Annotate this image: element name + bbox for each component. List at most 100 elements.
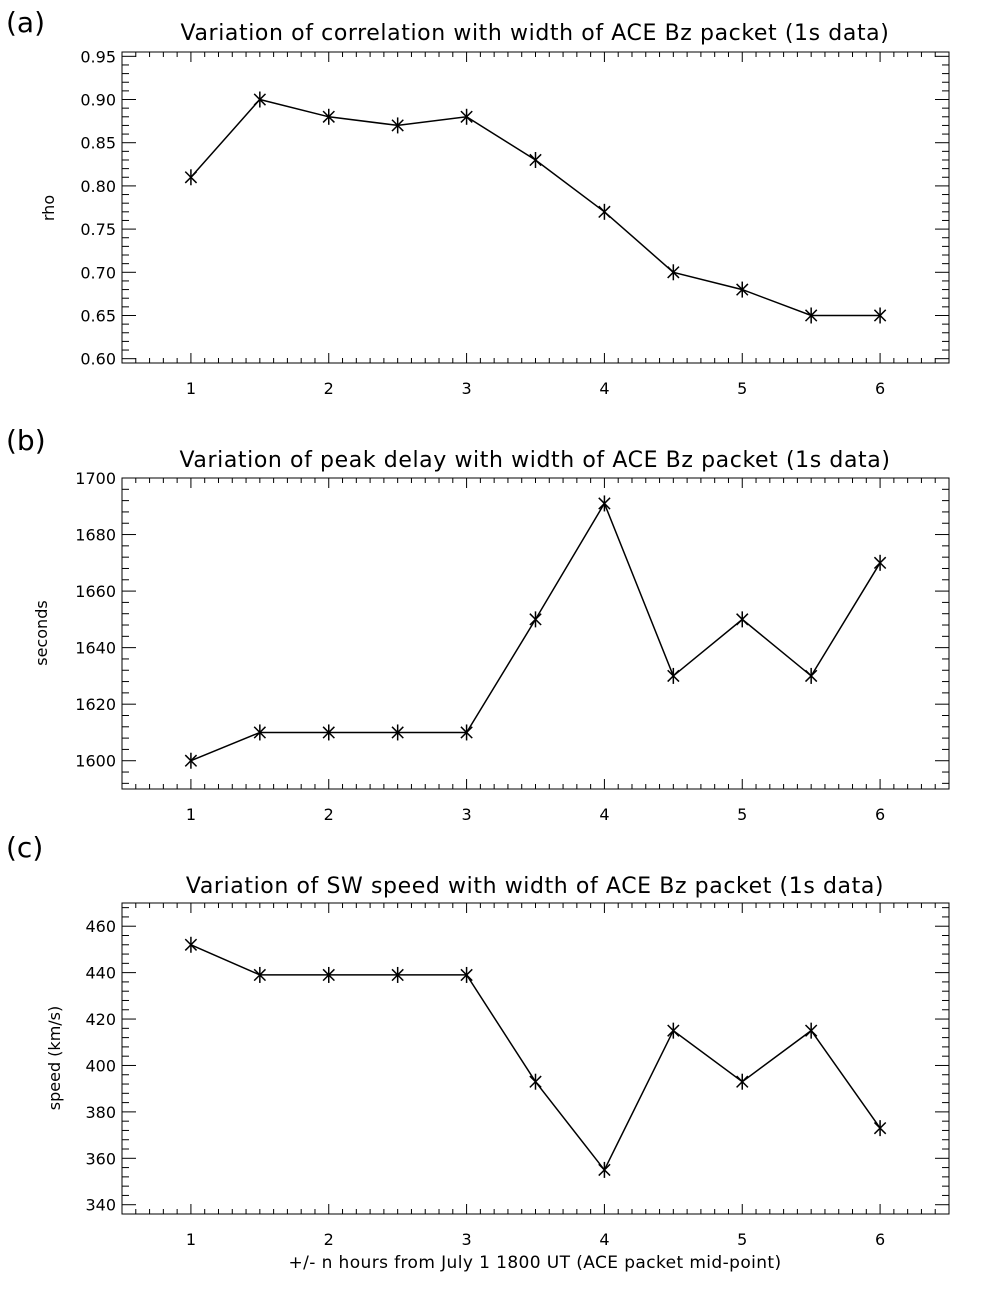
y-tick-label: 1620 — [75, 695, 116, 714]
panel-b: (b) Variation of peak delay with width o… — [6, 424, 950, 824]
marker-stroke — [873, 1121, 887, 1135]
data-point — [253, 724, 267, 741]
y-tick-label: 0.70 — [80, 263, 116, 282]
x-tick-label: 2 — [324, 379, 334, 398]
marker-stroke — [873, 309, 887, 322]
data-point — [322, 724, 335, 741]
marker-stroke — [667, 266, 680, 279]
data-point — [184, 936, 198, 953]
chart-title: Variation of correlation with width of A… — [181, 21, 890, 46]
marker-stroke — [253, 968, 267, 982]
marker-stroke — [391, 119, 404, 132]
marker-stroke — [598, 497, 611, 510]
marker-stroke — [804, 309, 818, 322]
data-point — [667, 1022, 680, 1039]
plot-frame — [121, 477, 950, 790]
data-point — [184, 752, 198, 769]
x-tick-label: 4 — [599, 805, 609, 824]
x-tick-label: 5 — [737, 805, 747, 824]
data-point — [253, 91, 267, 108]
panel-c: (c) Variation of SW speed with width of … — [6, 831, 950, 1273]
x-tick-label: 6 — [875, 805, 885, 824]
marker-stroke — [736, 613, 749, 626]
data-point — [529, 151, 542, 168]
y-tick-label: 0.65 — [80, 306, 116, 325]
x-tick-label: 5 — [737, 1230, 747, 1249]
marker-stroke — [253, 726, 267, 739]
chart-title: Variation of SW speed with width of ACE … — [186, 874, 884, 899]
marker-stroke — [322, 110, 335, 123]
panel-label: (c) — [6, 831, 43, 864]
y-tick-label: 400 — [85, 1056, 116, 1075]
marker-stroke — [529, 1075, 542, 1088]
y-axis-label: seconds — [32, 600, 51, 665]
marker-stroke — [322, 726, 335, 739]
data-point — [873, 1120, 887, 1137]
data-point — [804, 667, 818, 684]
data-point — [804, 307, 818, 324]
data-marks — [184, 936, 887, 1178]
panel-a: (a) Variation of correlation with width … — [6, 6, 950, 398]
marker-stroke — [391, 726, 404, 739]
x-tick-label: 1 — [186, 805, 196, 824]
data-point — [804, 1022, 818, 1039]
data-point — [873, 307, 887, 324]
data-point — [736, 611, 749, 628]
x-tick-label: 4 — [599, 1230, 609, 1249]
marker-stroke — [598, 205, 611, 219]
y-tick-label: 1700 — [75, 469, 116, 488]
data-marks — [184, 495, 887, 769]
data-point — [322, 966, 335, 983]
marker-stroke — [184, 754, 198, 767]
data-point — [391, 724, 404, 741]
data-point — [598, 1161, 611, 1178]
x-tick-label: 2 — [324, 1230, 334, 1249]
data-point — [184, 169, 198, 186]
x-tick-label: 5 — [737, 379, 747, 398]
axis-ticks: 1 2 3 4 5 6 340 360 380 400 420 440 460 — [85, 903, 950, 1249]
marker-stroke — [253, 93, 267, 106]
marker-stroke — [873, 556, 887, 570]
data-marks — [184, 91, 887, 324]
y-tick-label: 0.95 — [80, 47, 116, 66]
marker-stroke — [736, 283, 749, 296]
panel-label: (b) — [6, 424, 46, 457]
marker-stroke — [460, 726, 473, 739]
x-tick-label: 6 — [875, 379, 885, 398]
y-tick-label: 0.60 — [80, 350, 116, 369]
data-point — [322, 108, 335, 125]
marker-stroke — [667, 669, 680, 683]
series-line — [190, 98, 881, 317]
data-point — [253, 966, 267, 983]
marker-stroke — [184, 938, 198, 951]
y-tick-label: 1680 — [75, 526, 116, 545]
data-point — [667, 264, 680, 281]
y-tick-label: 460 — [85, 917, 116, 936]
x-tick-label: 6 — [875, 1230, 885, 1249]
data-point — [736, 1073, 749, 1090]
marker-stroke — [391, 968, 404, 982]
data-point — [598, 495, 611, 512]
panel-label: (a) — [6, 6, 45, 39]
y-axis-label: rho — [39, 195, 58, 221]
y-tick-label: 0.90 — [80, 91, 116, 110]
data-point — [460, 966, 473, 983]
plot-frame — [121, 902, 950, 1215]
axis-ticks: 1 2 3 4 5 6 1600 1620 1640 1660 1680 1700 — [75, 469, 950, 824]
marker-stroke — [529, 613, 542, 626]
data-point — [736, 281, 749, 298]
x-tick-label: 3 — [461, 1230, 471, 1249]
data-point — [391, 117, 404, 134]
marker-stroke — [736, 1075, 749, 1088]
marker-stroke — [529, 153, 542, 167]
marker-stroke — [184, 171, 198, 184]
y-tick-label: 340 — [85, 1196, 116, 1215]
y-tick-label: 1640 — [75, 639, 116, 658]
marker-stroke — [598, 1163, 611, 1177]
data-point — [391, 966, 404, 983]
marker-stroke — [322, 968, 335, 982]
data-point — [598, 203, 611, 220]
x-tick-label: 3 — [461, 379, 471, 398]
y-tick-label: 1660 — [75, 582, 116, 601]
